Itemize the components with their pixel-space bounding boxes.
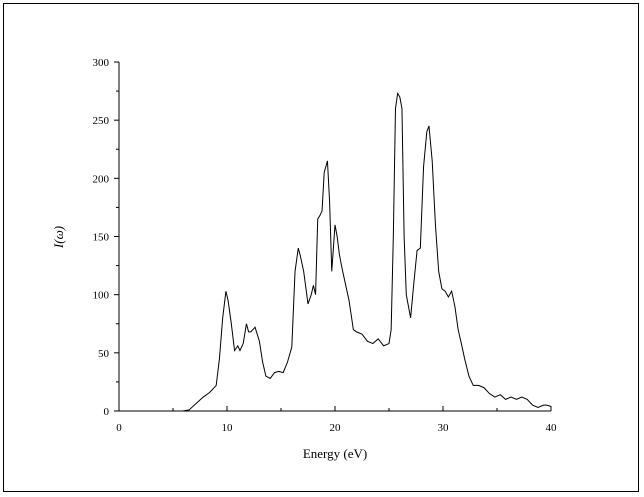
axes [118,62,551,412]
y-tick-label: 100 [93,290,110,302]
x-tick-label: 20 [330,422,342,434]
series-line [119,91,552,412]
y-axis-title: I(ω) [51,226,66,249]
y-tick-label: 150 [93,232,110,244]
x-axis-title: Energy (eV) [303,446,367,461]
x-tick-label: 10 [222,422,234,434]
x-tick-label: 30 [438,422,450,434]
y-tick-label: 0 [104,406,110,418]
x-tick-label: 0 [116,422,122,434]
ticks: 0 10 20 30 40 0 50 100 150 200 250 300 [93,57,558,434]
x-tick-label: 40 [546,422,558,434]
y-tick-label: 200 [93,173,110,185]
y-tick-label: 50 [98,348,110,360]
y-tick-label: 250 [93,115,110,127]
y-tick-label: 300 [93,57,110,69]
